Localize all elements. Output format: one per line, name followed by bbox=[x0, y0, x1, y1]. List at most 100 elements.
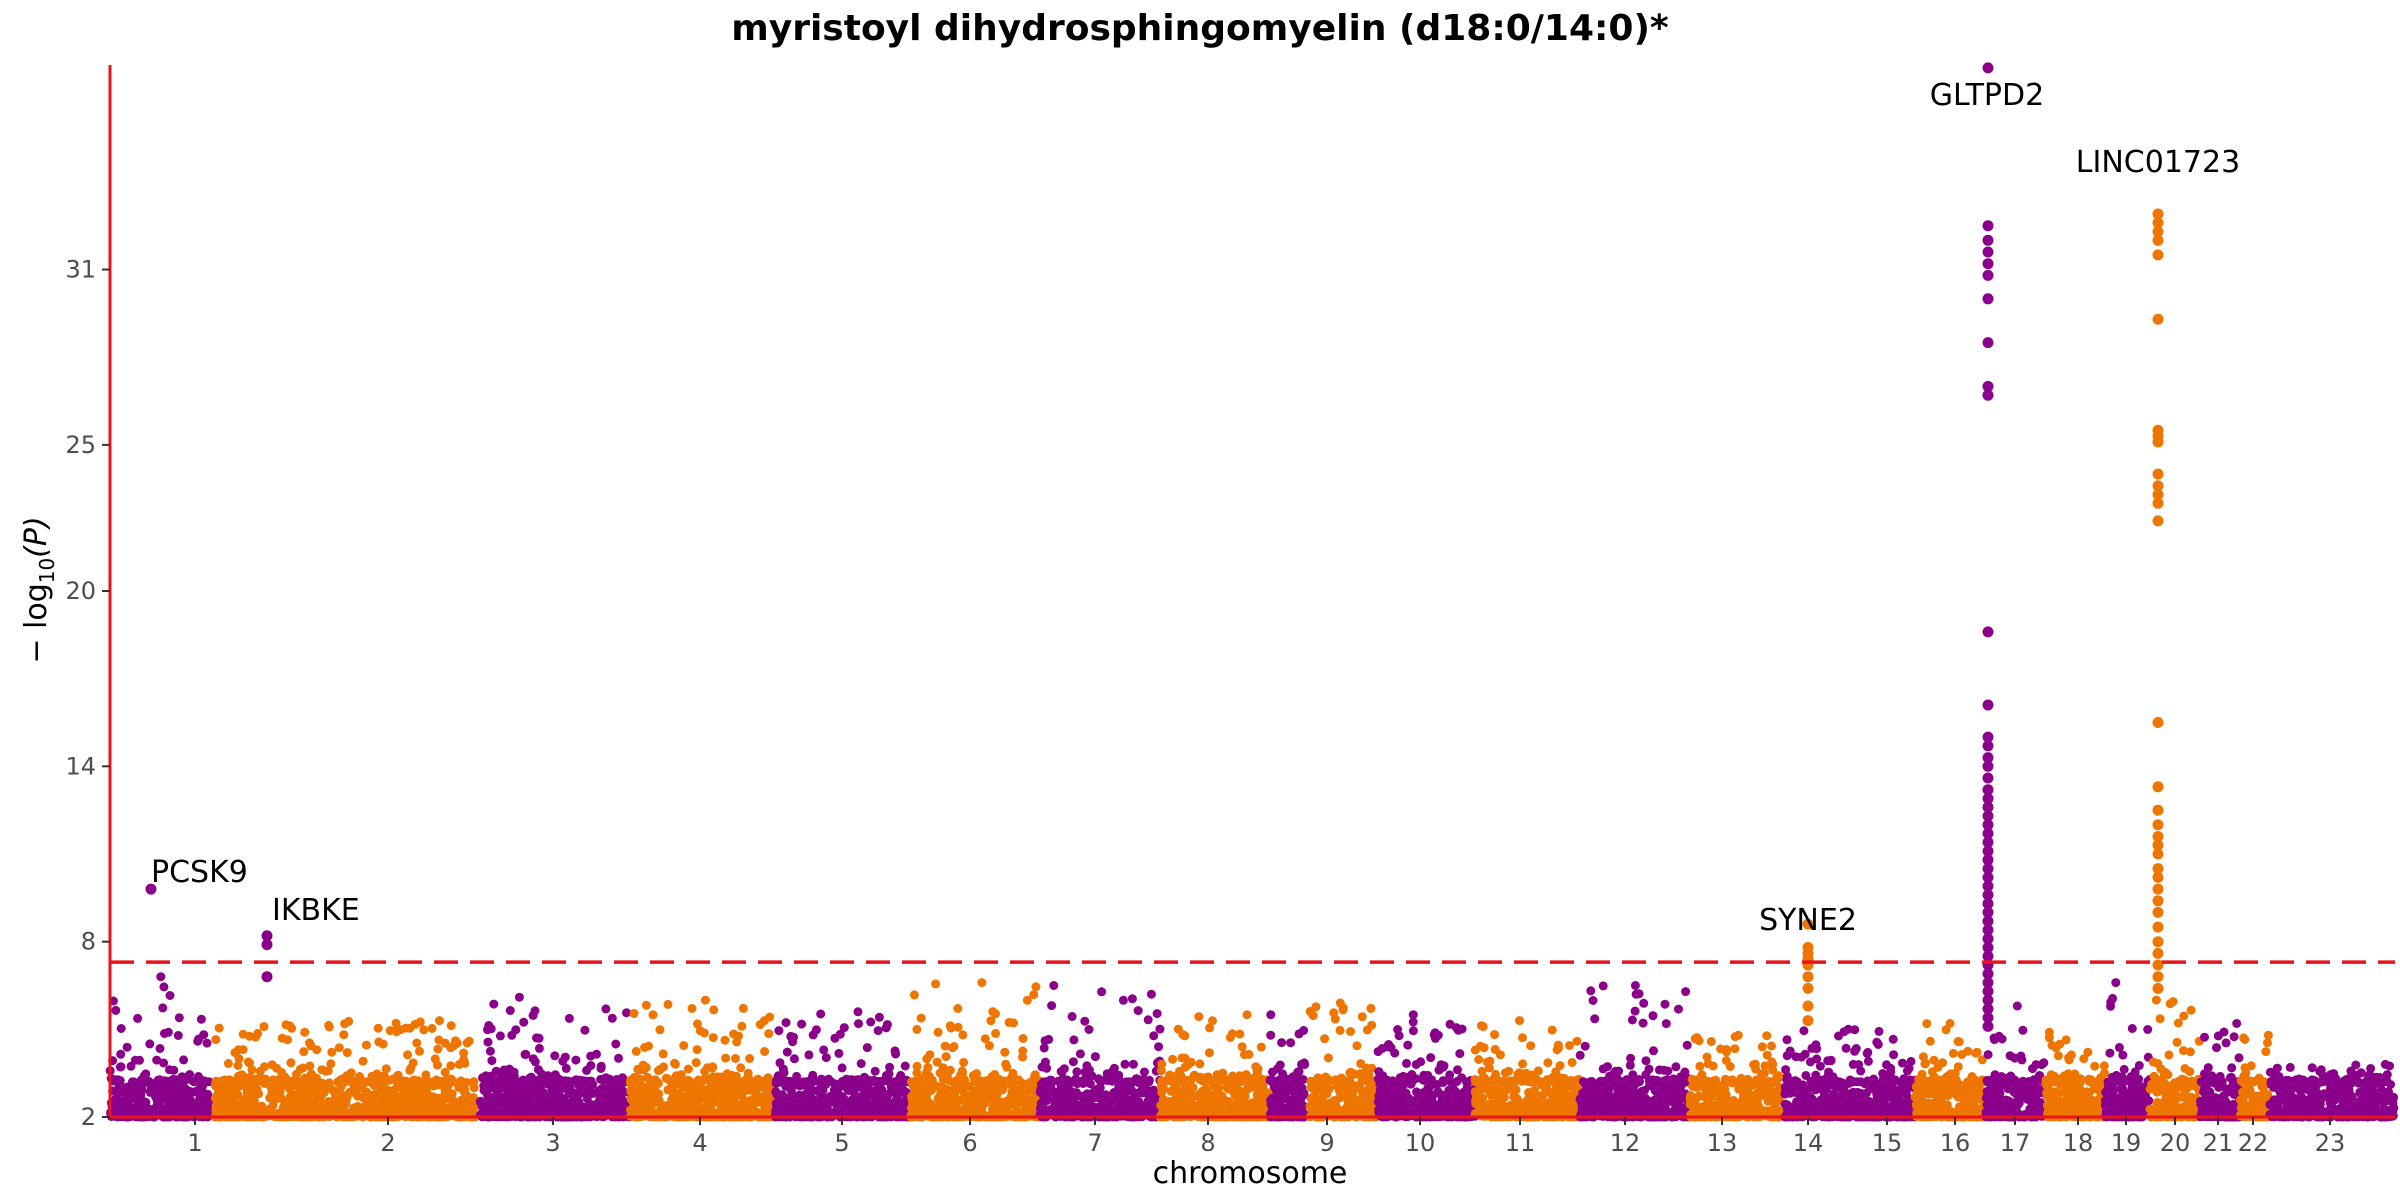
snp-point bbox=[782, 1047, 792, 1057]
snp-point bbox=[917, 1099, 927, 1109]
snp-point bbox=[658, 1049, 668, 1059]
snp-point bbox=[764, 1094, 774, 1104]
snp-point bbox=[1146, 1100, 1155, 1110]
snp-point bbox=[580, 1025, 590, 1035]
snp-point bbox=[245, 1058, 254, 1068]
snp-point bbox=[1146, 989, 1156, 999]
snp-point bbox=[1013, 1108, 1023, 1118]
snp-point bbox=[1157, 1088, 1167, 1097]
chromosome-7-points bbox=[1035, 981, 1165, 1122]
chromosome-8-points bbox=[1155, 1010, 1275, 1122]
snp-point bbox=[978, 1100, 988, 1110]
snp-point bbox=[224, 1075, 234, 1085]
snp-point bbox=[845, 1084, 855, 1094]
snp-point bbox=[760, 1047, 770, 1056]
snp-point bbox=[570, 1089, 579, 1099]
snp-point bbox=[946, 1023, 956, 1033]
snp-point bbox=[495, 1031, 505, 1041]
snp-point bbox=[1134, 1076, 1144, 1086]
snp-point bbox=[816, 1009, 826, 1019]
snp-point bbox=[694, 1075, 703, 1085]
snp-point bbox=[762, 1077, 772, 1087]
snp-point bbox=[980, 1034, 990, 1044]
snp-point bbox=[747, 1077, 757, 1087]
snp-point bbox=[659, 1062, 668, 1072]
snp-point bbox=[145, 1039, 155, 1049]
snp-point bbox=[214, 1077, 224, 1087]
snp-point bbox=[721, 1053, 731, 1063]
snp-point bbox=[941, 1052, 951, 1062]
snp-point bbox=[640, 1043, 650, 1052]
snp-point bbox=[1164, 1073, 1174, 1083]
snp-point bbox=[1062, 1101, 1072, 1111]
snp-point bbox=[1299, 1026, 1309, 1035]
snp-point bbox=[856, 1059, 866, 1069]
snp-point bbox=[843, 1077, 853, 1087]
snp-point bbox=[131, 1090, 140, 1100]
snp-point bbox=[535, 1098, 545, 1108]
snp-point bbox=[909, 990, 919, 1000]
snp-point bbox=[1047, 1001, 1057, 1011]
snp-point bbox=[1097, 987, 1107, 997]
snp-point-peak bbox=[156, 972, 166, 982]
snp-point bbox=[1197, 1076, 1207, 1086]
snp-point bbox=[586, 1076, 596, 1086]
snp-point bbox=[731, 1105, 741, 1115]
snp-point bbox=[873, 1105, 882, 1115]
snp-point bbox=[509, 1067, 519, 1077]
snp-point bbox=[1109, 1063, 1119, 1073]
snp-point bbox=[713, 1072, 723, 1082]
snp-point bbox=[277, 1068, 287, 1077]
snp-point bbox=[305, 1038, 314, 1048]
snp-point bbox=[159, 1058, 169, 1068]
snp-point bbox=[378, 1039, 388, 1049]
snp-point bbox=[887, 1108, 897, 1118]
snp-point bbox=[419, 1025, 429, 1035]
snp-point bbox=[1124, 1077, 1134, 1087]
snp-point bbox=[804, 1050, 814, 1060]
snp-point bbox=[679, 1041, 689, 1050]
snp-point bbox=[499, 1100, 509, 1110]
snp-point bbox=[917, 1085, 927, 1095]
snp-point bbox=[295, 1064, 305, 1074]
snp-point bbox=[218, 1107, 228, 1117]
snp-point bbox=[394, 1077, 404, 1087]
snp-point bbox=[835, 1029, 845, 1039]
snp-point bbox=[740, 1102, 750, 1112]
snp-point bbox=[1297, 1059, 1306, 1069]
snp-point bbox=[133, 1013, 143, 1023]
snp-point bbox=[916, 1013, 926, 1023]
snp-point bbox=[649, 1091, 658, 1100]
snp-point bbox=[643, 1074, 653, 1084]
snp-point bbox=[543, 1071, 553, 1081]
snp-point bbox=[1127, 994, 1137, 1004]
snp-point bbox=[285, 1092, 295, 1102]
snp-point bbox=[695, 1026, 705, 1036]
snp-point bbox=[409, 1075, 419, 1085]
snp-point bbox=[1256, 1042, 1266, 1052]
snp-point bbox=[934, 1082, 944, 1092]
snp-point bbox=[865, 1087, 875, 1097]
snp-point bbox=[1103, 1076, 1113, 1085]
snp-point bbox=[185, 1070, 195, 1079]
snp-point bbox=[776, 1096, 786, 1106]
snp-point bbox=[813, 1105, 823, 1115]
chromosome-11-points bbox=[1373, 1010, 1480, 1122]
snp-point bbox=[1022, 995, 1032, 1005]
snp-point bbox=[738, 1086, 748, 1096]
chromosome-1-points bbox=[105, 972, 214, 1122]
snp-point bbox=[211, 1035, 221, 1045]
snp-point bbox=[552, 1077, 562, 1087]
snp-point bbox=[1067, 1012, 1077, 1021]
snp-point bbox=[1094, 1074, 1103, 1084]
snp-point bbox=[571, 1055, 581, 1065]
snp-point bbox=[173, 1031, 183, 1040]
snp-point bbox=[560, 1052, 570, 1062]
snp-point bbox=[1308, 1011, 1318, 1021]
snp-point bbox=[974, 1090, 984, 1100]
snp-point bbox=[530, 1006, 540, 1016]
snp-point bbox=[923, 1062, 933, 1072]
snp-point bbox=[735, 1077, 745, 1086]
snp-point bbox=[326, 1104, 336, 1114]
snp-point bbox=[305, 1061, 315, 1071]
